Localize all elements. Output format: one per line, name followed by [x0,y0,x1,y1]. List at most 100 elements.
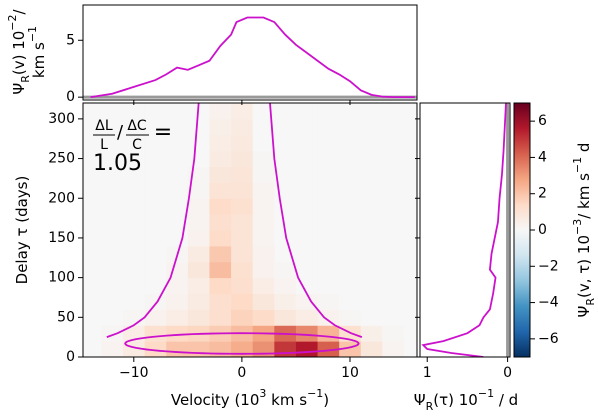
y-axis-label: km s−1 [26,26,48,78]
y-tick-label: −4 [538,295,559,311]
heatmap-cell [122,118,146,136]
heatmap-cell [360,309,383,326]
heatmap-cell [187,134,210,152]
label-part: −1 [307,387,323,400]
heatmap-cell [144,214,167,231]
heatmap-cell [252,293,275,310]
profile-line [421,103,507,357]
heatmap-cell [144,277,167,294]
heatmap-cell [166,277,189,294]
annotation-part: = [154,120,172,145]
heatmap-cell [382,261,405,279]
heatmap-cell [209,150,232,167]
heatmap-cell [274,198,297,215]
heatmap-cell [252,277,275,294]
heatmap-cell [209,134,232,152]
heatmap-cell [187,245,210,263]
heatmap-cell [339,166,362,183]
heatmap-cell [360,182,383,199]
heatmap-cell [360,261,383,279]
label-part: km s [30,42,48,78]
y-tick-label: 6 [538,113,547,129]
heatmap-cell [317,245,340,263]
annotation-value: 1.05 [93,151,142,176]
heatmap-cell [209,103,232,120]
heatmap-cell [231,261,254,279]
heatmap-cell [317,293,340,310]
heatmap-cell [404,230,417,247]
heatmap-cell [231,214,254,231]
heatmap-cell [339,150,362,167]
heatmap-cell [101,118,124,136]
top-profile-area [83,16,417,99]
heatmap-cell [274,214,297,231]
heatmap-cell [252,198,275,215]
heatmap-cell [231,182,254,199]
heatmap-cell [339,182,362,199]
x-axis-label: ΨR(τ) 10−1 / d [414,387,518,413]
heatmap-cell [317,150,340,167]
heatmap-cell [83,230,102,247]
y-tick-label: 4 [538,149,547,165]
heatmap-cell [360,293,383,310]
heatmap-cell [317,309,340,326]
heatmap-cell [101,309,124,326]
heatmap-cell [187,309,210,326]
y-tick-label: 0 [66,89,75,105]
colorbar-label: ΨR(v, τ) 10−3/ km s−1 d [571,143,597,318]
heatmap-cell [317,230,340,247]
heatmap-cell [144,261,167,279]
heatmap-cell [295,325,319,342]
heatmap-cell [274,293,297,310]
heatmap-cell [252,103,275,120]
x-tick-label: 10 [341,365,359,381]
annotation-part: / [117,122,124,143]
heatmap-cell [295,277,319,294]
heatmap-cell [122,230,146,247]
heatmap-cell [404,182,417,199]
heatmap-cell [317,341,340,357]
heatmap-cell [122,293,146,310]
annotation-part: ΔC [127,118,147,134]
axes-frame [82,102,418,358]
label-part: −3 [571,219,584,235]
heatmap-cell [209,182,232,199]
heatmap-cell [404,245,417,263]
heatmap-cell [252,309,275,326]
heatmap-cell [166,309,189,326]
heatmap-cell [166,182,189,199]
heatmap-cell [382,214,405,231]
heatmap-cell [166,103,189,120]
label-part: −1 [571,157,584,173]
heatmap-cell [166,325,189,342]
heatmap-cell [209,198,232,215]
heatmap-cell [382,134,405,152]
heatmap-cell [274,245,297,263]
heatmap-cell [144,325,167,342]
heatmap-cell [274,309,297,326]
heatmap-cell [252,245,275,263]
heatmap-cell [317,182,340,199]
heatmap-cell [122,198,146,215]
heatmap-cell [252,341,275,357]
heatmap-cell [360,325,383,342]
heatmap-cell [144,134,167,152]
heatmap-cell [122,261,146,279]
label-part: −1 [26,26,39,42]
heatmap-cell [295,214,319,231]
label-part: R [584,298,597,306]
right-profile-area [421,103,510,357]
heatmap-cell [101,150,124,167]
label-part: Velocity (10 [171,391,260,409]
heatmap-cell [295,182,319,199]
heatmap-cell [166,230,189,247]
heatmap-cell [295,230,319,247]
y-tick-label: 250 [48,151,75,167]
heatmap-cell [187,277,210,294]
heatmap-cell [339,103,362,120]
heatmap-cell [295,309,319,326]
y-tick-label: 0 [66,349,75,365]
heatmap-cell [339,214,362,231]
heatmap-cell [231,134,254,152]
